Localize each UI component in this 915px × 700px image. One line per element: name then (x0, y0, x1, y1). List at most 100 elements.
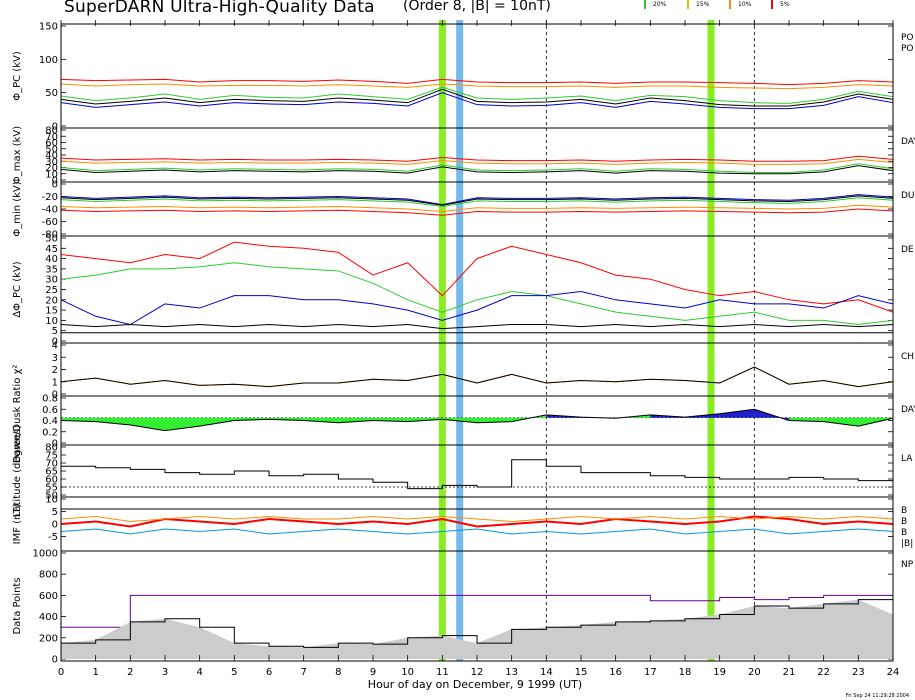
chart-title: SuperDARN Ultra-High-Quality Data (64, 0, 375, 17)
ylabel-min: Φ_min (kV) (12, 181, 23, 236)
right-label-dphi-0: DE (901, 245, 914, 255)
x-axis-title: Hour of day on December, 9 1999 (UT) (367, 678, 583, 691)
ytick-label-min-3: -20 (42, 192, 58, 203)
ratio-fill-1 (95, 417, 131, 425)
xtick-label-10: 10 (401, 667, 414, 678)
xtick-label-14: 14 (540, 667, 553, 678)
ytick-label-npts-0: 0 (52, 655, 58, 666)
ytick-label-min-0: -80 (42, 230, 58, 241)
ytick-label-ratio-4: 0.8 (42, 394, 58, 405)
xtick-label-11: 11 (436, 667, 449, 678)
ratio-fill-22 (823, 417, 859, 427)
series-line-dphi-3 (60, 324, 894, 330)
series-line-min-4 (60, 195, 894, 206)
ylabel-chi: χ² (12, 365, 23, 375)
series-line-max-0 (60, 155, 894, 162)
ytick-label-npts-2: 400 (39, 612, 58, 623)
series-line-pcp-1 (60, 83, 894, 90)
marker-band-2 (707, 20, 715, 661)
ytick-label-chi-1: 1 (52, 377, 58, 388)
xtick-label-22: 22 (817, 667, 830, 678)
ylabel-imf: IMF (nT) (12, 504, 23, 545)
ytick-label-pcp-2: 100 (39, 55, 58, 66)
ytick-label-lat-5: 75 (45, 451, 58, 462)
ytick-label-dphi-3: 15 (45, 306, 58, 317)
ytick-label-dphi-10: 50 (45, 234, 58, 245)
right-label-lat-0: LA (901, 454, 913, 464)
series-line-dphi-2 (60, 291, 894, 326)
ytick-label-lat-3: 65 (45, 467, 58, 478)
series-line-npts-1 (61, 599, 894, 648)
ytick-label-lat-4: 70 (45, 459, 58, 470)
ytick-label-lat-6: 80 (45, 443, 58, 454)
ytick-label-max-1: 10 (45, 169, 58, 180)
legend-label-20: 20% (653, 1, 667, 8)
ytick-label-max-4: 40 (45, 151, 58, 162)
legend-swatch-20 (644, 0, 646, 9)
ytick-label-ratio-3: 0.6 (42, 405, 58, 416)
ytick-label-imf-0: -5 (48, 532, 58, 543)
xtick-label-18: 18 (679, 667, 692, 678)
ytick-label-ratio-0: 0 (52, 439, 58, 450)
panel-frame-pcp (60, 23, 894, 129)
ytick-label-min-1: -60 (42, 217, 58, 228)
ytick-label-lat-2: 60 (45, 475, 58, 486)
marker-band-0 (438, 20, 446, 661)
ytick-label-imf-2: 5 (52, 507, 58, 518)
ylabel-npts: Data Points (12, 577, 23, 634)
panel-frame-chi (60, 342, 894, 397)
xtick-label-2: 2 (127, 667, 133, 678)
ytick-label-dphi-4: 20 (45, 295, 58, 306)
xtick-label-4: 4 (196, 667, 202, 678)
xtick-label-24: 24 (887, 667, 900, 678)
chart-subtitle: (Order 8, |B| = 10nT) (403, 0, 551, 14)
xtick-label-20: 20 (748, 667, 761, 678)
ytick-label-ratio-2: 0.4 (42, 416, 58, 427)
series-fill-npts-1 (61, 599, 893, 659)
xtick-label-17: 17 (644, 667, 657, 678)
right-label-imf-1: B (901, 517, 907, 527)
xtick-label-19: 19 (713, 667, 726, 678)
xtick-label-12: 12 (471, 667, 484, 678)
ytick-label-chi-2: 2 (52, 365, 58, 376)
panel-frame-imf (60, 496, 894, 552)
ytick-label-chi-4: 4 (52, 341, 58, 352)
legend-swatch-10 (729, 0, 731, 9)
ylabel-max: Φ_max (kV) (12, 126, 23, 184)
xtick-label-15: 15 (575, 667, 588, 678)
xtick-label-16: 16 (609, 667, 622, 678)
right-label-npts-0: NP (901, 560, 914, 570)
xtick-label-8: 8 (335, 667, 341, 678)
right-label-min-0: DU (901, 191, 915, 201)
right-label-ratio-0: DAY (901, 405, 915, 415)
ytick-label-dphi-2: 10 (45, 316, 58, 327)
ylabel-ratio: Dawn/Dusk Ratio (12, 378, 23, 464)
ytick-label-pcp-0: 0 (52, 122, 58, 133)
ytick-label-dphi-1: 5 (52, 326, 58, 337)
legend-swatch-15 (687, 0, 689, 9)
ytick-label-npts-1: 200 (39, 633, 58, 644)
right-label-imf-3: |B| (901, 539, 913, 549)
right-label-pcp-1: PO (901, 44, 914, 54)
xtick-label-21: 21 (783, 667, 796, 678)
ytick-label-max-8: 80 (45, 126, 58, 137)
series-line-dphi-0 (60, 241, 894, 313)
ytick-label-pcp-3: 150 (39, 22, 58, 33)
ytick-label-dphi-7: 35 (45, 264, 58, 275)
right-label-chi-0: CH (901, 352, 914, 362)
ytick-label-imf-1: 0 (52, 520, 58, 531)
ytick-label-max-5: 50 (45, 144, 58, 155)
ytick-label-chi-3: 3 (52, 353, 58, 364)
ytick-label-npts-4: 800 (39, 570, 58, 581)
ytick-label-dphi-0: 0 (52, 337, 58, 348)
series-line-min-3 (60, 194, 894, 206)
ytick-label-npts-5: 1000 (33, 549, 58, 560)
legend-swatch-5 (771, 0, 773, 9)
ytick-label-imf-3: 10 (45, 495, 58, 506)
series-line-pcp-2 (60, 86, 894, 104)
xtick-label-6: 6 (266, 667, 272, 678)
legend-label-5: 5% (780, 1, 790, 8)
ratio-fill-3 (165, 417, 200, 431)
series-line-max-2 (60, 163, 894, 173)
